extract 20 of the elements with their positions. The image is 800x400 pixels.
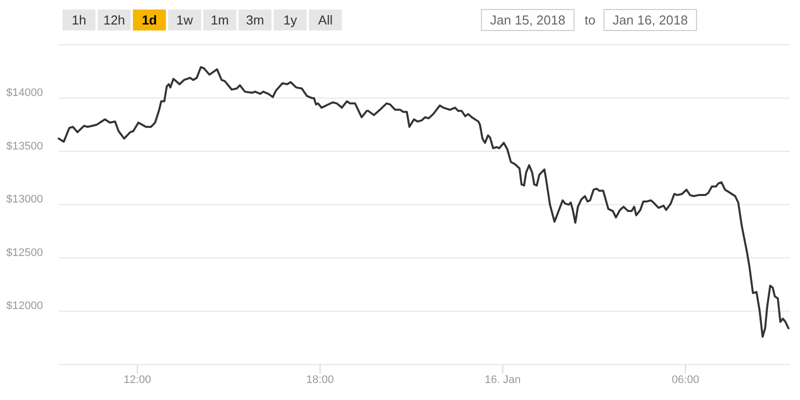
range-button: 12h xyxy=(98,10,131,30)
x-tick-label: 16. Jan xyxy=(484,374,521,386)
x-tick-label: 18:00 xyxy=(306,374,334,386)
y-tick-label: $12500 xyxy=(6,246,43,259)
range-button: 1w xyxy=(168,10,202,30)
x-tick-label: 06:00 xyxy=(672,374,700,386)
range-button: 1d xyxy=(132,10,166,30)
date-field: Jan 15, 2018 xyxy=(481,9,574,31)
range-button: 1h xyxy=(62,10,96,30)
range-button: 3m xyxy=(238,10,272,30)
y-tick-label: $13500 xyxy=(6,140,43,152)
range-button: All xyxy=(308,10,342,30)
range-button: 1m xyxy=(203,10,236,30)
y-tick-label: $12000 xyxy=(6,300,43,312)
date-field: Jan 16, 2018 xyxy=(604,9,697,31)
x-tick-label: 12:00 xyxy=(124,374,152,386)
y-tick-label: $14000 xyxy=(6,87,43,100)
y-tick-label: $13000 xyxy=(6,194,43,206)
text: to xyxy=(584,12,596,28)
range-button: 1y xyxy=(274,10,307,30)
